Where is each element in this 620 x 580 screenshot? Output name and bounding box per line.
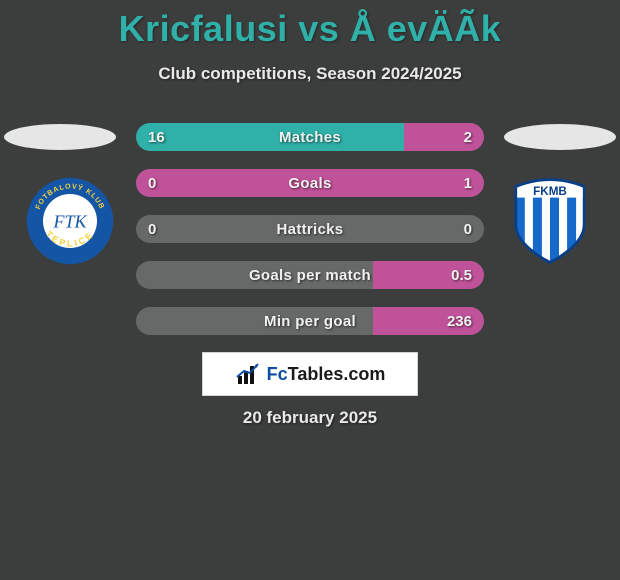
stats-container: Matches162Goals01Hattricks00Goals per ma… bbox=[136, 123, 484, 353]
stat-row: Min per goal236 bbox=[136, 307, 484, 335]
stat-label: Goals per match bbox=[136, 261, 484, 289]
comparison-date: 20 february 2025 bbox=[0, 408, 620, 428]
subtitle: Club competitions, Season 2024/2025 bbox=[0, 64, 620, 84]
crest-right-svg: FKMB bbox=[500, 176, 600, 266]
stat-right-value: 1 bbox=[464, 169, 472, 197]
crest-left-monogram: FTK bbox=[52, 211, 87, 231]
bar-chart-icon bbox=[235, 362, 263, 386]
stat-row: Hattricks0 0 bbox=[136, 215, 484, 243]
player-shadow-right bbox=[504, 124, 616, 150]
stat-label: Min per goal bbox=[136, 307, 484, 335]
stat-label: Hattricks bbox=[136, 215, 484, 243]
stat-left-value: 0 bbox=[148, 169, 156, 197]
player-shadow-left bbox=[4, 124, 116, 150]
page-title: Kricfalusi vs Å evÄÃ­k bbox=[0, 0, 620, 50]
stat-row: Goals0 1 bbox=[136, 169, 484, 197]
crest-right-text: FKMB bbox=[533, 185, 567, 198]
stat-row: Goals per match0.5 bbox=[136, 261, 484, 289]
stat-right-value: 236 bbox=[447, 307, 472, 335]
brand-prefix: Fc bbox=[267, 364, 288, 384]
stat-right-value: 2 bbox=[464, 123, 472, 151]
stat-row: Matches16 2 bbox=[136, 123, 484, 151]
stat-right-value: 0.5 bbox=[451, 261, 472, 289]
stat-left-value: 16 bbox=[148, 123, 165, 151]
stat-label: Matches bbox=[136, 123, 484, 151]
fctables-brand[interactable]: FcTables.com bbox=[202, 352, 418, 396]
brand-suffix: Tables.com bbox=[288, 364, 386, 384]
club-crest-left: FOTBALOVÝ KLUB TEPLICE FTK bbox=[20, 176, 120, 266]
stat-label: Goals bbox=[136, 169, 484, 197]
crest-left-svg: FOTBALOVÝ KLUB TEPLICE FTK bbox=[20, 176, 120, 266]
stat-left-value: 0 bbox=[148, 215, 156, 243]
club-crest-right: FKMB bbox=[500, 176, 600, 266]
stat-right-value: 0 bbox=[464, 215, 472, 243]
